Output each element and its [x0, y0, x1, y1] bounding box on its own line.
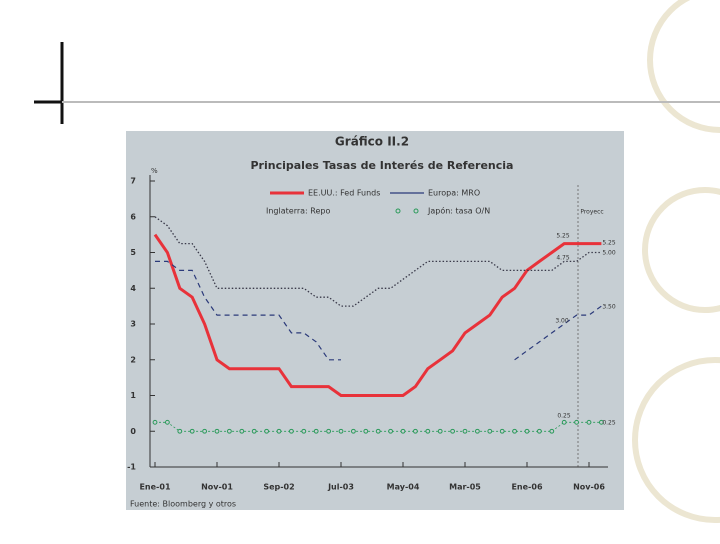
point [202, 428, 208, 434]
chart-subtitle: Principales Tasas de Interés de Referenc… [251, 159, 514, 172]
annotation: 3.00 [555, 318, 569, 325]
legend-marker [395, 208, 401, 214]
annotation: Proyecc [580, 209, 603, 216]
point [239, 428, 245, 434]
x-tick-label: May-04 [387, 483, 420, 492]
annotation: 3.50 [602, 304, 616, 311]
point [462, 428, 468, 434]
x-tick-label: Jul-03 [327, 483, 354, 492]
point [264, 428, 270, 434]
point [351, 428, 356, 434]
point [450, 428, 456, 434]
y-tick-label: 5 [130, 248, 136, 257]
chart-panel [126, 131, 624, 510]
annotation: 4.75 [556, 255, 570, 262]
decoration [632, 0, 720, 523]
y-tick-label: 2 [130, 355, 136, 364]
point [388, 428, 394, 434]
point [276, 428, 282, 434]
annotation: 5.25 [602, 240, 616, 247]
point [475, 428, 480, 434]
point [313, 428, 319, 434]
point [487, 428, 493, 434]
y-tick-label: 3 [130, 320, 136, 329]
point [425, 428, 431, 434]
point [165, 419, 170, 425]
point [251, 428, 257, 434]
annotation: 5.00 [602, 250, 616, 257]
y-tick-label: 4 [130, 284, 136, 293]
x-tick-label: Mar-05 [449, 483, 481, 492]
y-tick-label: -1 [127, 463, 136, 472]
point [524, 428, 530, 434]
point [301, 428, 307, 434]
series-line [154, 216, 602, 307]
point [326, 428, 332, 434]
y-unit: % [151, 167, 158, 175]
point [189, 428, 195, 434]
point [375, 428, 381, 434]
point [214, 428, 220, 434]
y-tick-label: 6 [130, 212, 136, 221]
point [499, 428, 505, 434]
point [338, 428, 344, 434]
point [512, 428, 517, 434]
legend-label: Europa: MRO [428, 189, 480, 198]
y-tick-label: 0 [130, 427, 136, 436]
chart-title: Gráfico II.2 [335, 135, 409, 149]
point [289, 428, 294, 434]
annotation: 0.25 [602, 420, 616, 427]
point [152, 419, 158, 425]
x-tick-label: Nov-01 [201, 483, 233, 492]
point [413, 428, 418, 434]
point [561, 419, 567, 425]
point [586, 419, 592, 425]
y-tick-label: 1 [130, 391, 136, 400]
x-tick-label: Ene-06 [511, 483, 542, 492]
legend-label: EE.UU.: Fed Funds [308, 189, 380, 198]
plot: -1 0 1 2 3 4 5 6 7 Ene-01 Nov-01 Sep-02 Jul-03 May-04… [127, 175, 616, 492]
legend-label: Inglaterra: Repo [266, 207, 330, 216]
point [537, 428, 542, 434]
x-tick-label: Nov-06 [573, 483, 605, 492]
legend-label: Japón: tasa O/N [427, 206, 490, 216]
annotation: 5.25 [556, 233, 570, 240]
annotation: 0.25 [557, 413, 571, 420]
point [363, 428, 369, 434]
x-tick-label: Sep-02 [263, 483, 294, 492]
point [437, 428, 443, 434]
point [549, 428, 555, 434]
x-tick-label: Ene-01 [139, 483, 170, 492]
point [227, 428, 232, 434]
point [177, 428, 183, 434]
y-tick-label: 7 [130, 177, 136, 186]
source: Fuente: Bloomberg y otros [130, 500, 236, 509]
point [574, 419, 579, 425]
point [400, 428, 406, 434]
point [599, 419, 604, 425]
legend-marker [413, 208, 419, 214]
series-line [153, 233, 602, 397]
